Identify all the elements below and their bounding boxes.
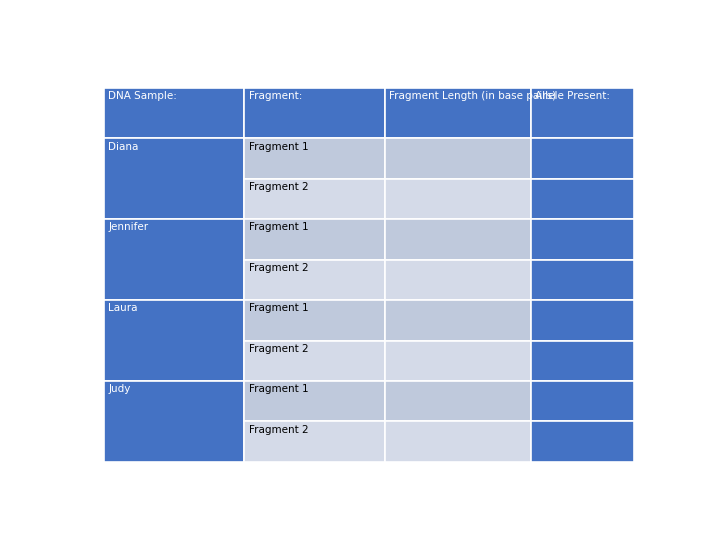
- Bar: [104, 219, 244, 300]
- Text: Fragment 2: Fragment 2: [249, 425, 308, 435]
- Text: Fragment 1: Fragment 1: [249, 222, 308, 232]
- Bar: [385, 421, 531, 462]
- Bar: [531, 260, 634, 300]
- Text: Fragment 2: Fragment 2: [249, 344, 308, 354]
- Text: Allele Present:: Allele Present:: [535, 91, 610, 101]
- Bar: [531, 341, 634, 381]
- Bar: [244, 87, 385, 138]
- Text: DNA Sample:: DNA Sample:: [109, 91, 177, 101]
- Bar: [104, 87, 244, 138]
- Text: Fragment 2: Fragment 2: [249, 263, 308, 273]
- Bar: [385, 219, 531, 260]
- Bar: [385, 381, 531, 421]
- Bar: [385, 87, 531, 138]
- Text: Laura: Laura: [109, 303, 138, 313]
- Bar: [531, 381, 634, 421]
- Text: Fragment 1: Fragment 1: [249, 141, 308, 152]
- Bar: [244, 300, 385, 341]
- Bar: [531, 87, 634, 138]
- Bar: [244, 260, 385, 300]
- Bar: [244, 219, 385, 260]
- Bar: [104, 381, 244, 462]
- Bar: [531, 179, 634, 219]
- Bar: [244, 179, 385, 219]
- Bar: [385, 300, 531, 341]
- Text: Jennifer: Jennifer: [109, 222, 148, 232]
- Bar: [531, 421, 634, 462]
- Bar: [244, 421, 385, 462]
- Text: Diana: Diana: [109, 141, 139, 152]
- Bar: [385, 260, 531, 300]
- Bar: [244, 381, 385, 421]
- Text: Judy: Judy: [109, 384, 131, 394]
- Bar: [531, 138, 634, 179]
- Text: Fragment 1: Fragment 1: [249, 303, 308, 313]
- Bar: [104, 300, 244, 381]
- Bar: [385, 179, 531, 219]
- Text: Fragment:: Fragment:: [249, 91, 302, 101]
- Text: Fragment 2: Fragment 2: [249, 182, 308, 192]
- Bar: [531, 219, 634, 260]
- Text: Fragment Length (in base pairs): Fragment Length (in base pairs): [390, 91, 557, 101]
- Bar: [385, 341, 531, 381]
- Bar: [385, 138, 531, 179]
- Bar: [104, 138, 244, 219]
- Bar: [531, 300, 634, 341]
- Text: Fragment 1: Fragment 1: [249, 384, 308, 394]
- Bar: [244, 341, 385, 381]
- Bar: [244, 138, 385, 179]
